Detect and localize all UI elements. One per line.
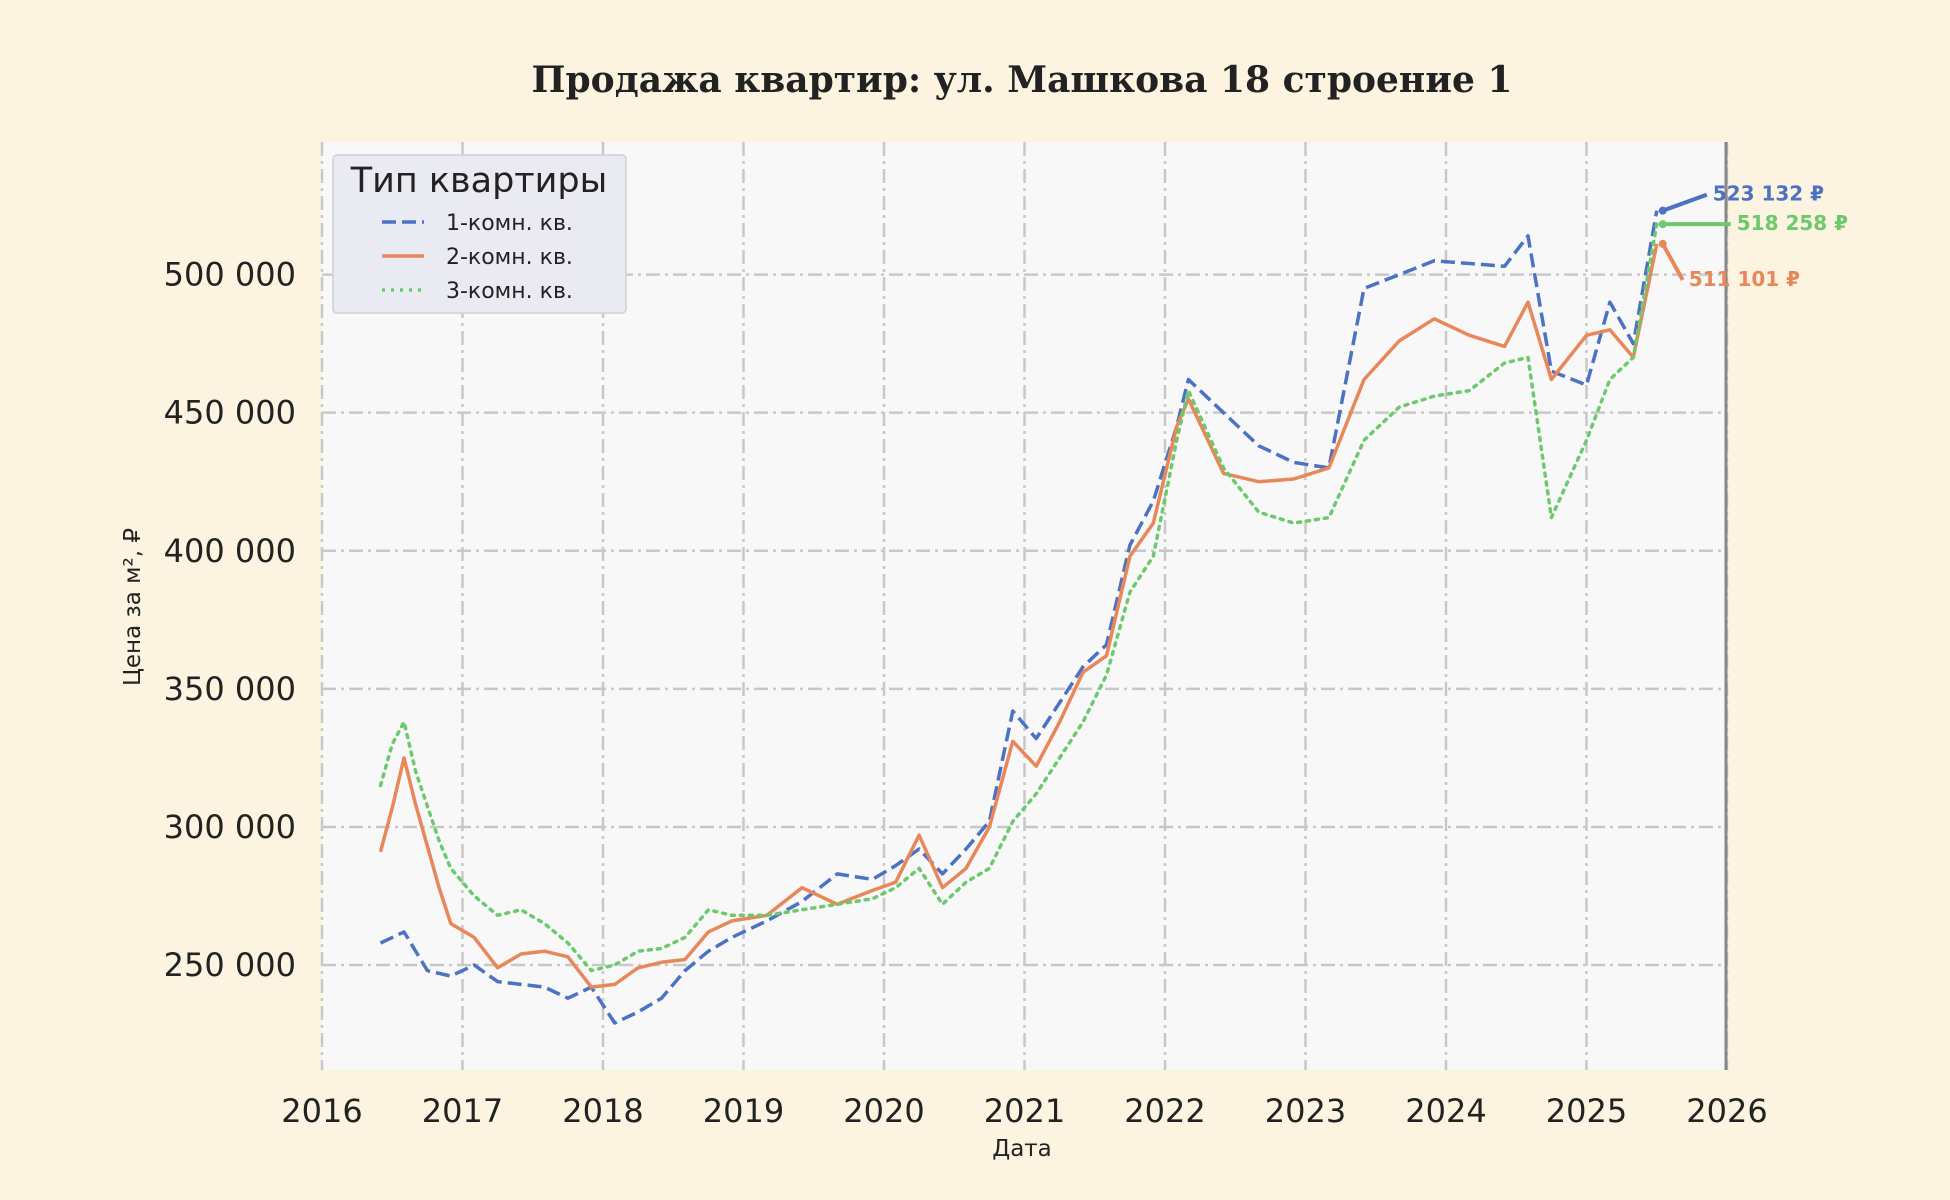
- series-line-2-room: [378, 243, 1659, 989]
- x-tick-label: 2023: [1265, 1092, 1346, 1130]
- x-tick-label: 2019: [703, 1092, 784, 1130]
- end-label-arrow: [1662, 192, 1708, 213]
- y-tick-labels: 250 000 300 000 350 000 400 000 450 000 500 0…: [164, 256, 296, 984]
- end-label-arrowhead: [1658, 220, 1667, 229]
- x-tick-label: 2017: [422, 1092, 503, 1130]
- y-tick-label: 300 000: [164, 808, 296, 846]
- y-tick-label: 500 000: [164, 256, 296, 294]
- x-tick-label: 2016: [281, 1092, 362, 1130]
- y-tick-label: 350 000: [164, 670, 296, 708]
- x-tick-label: 2020: [843, 1092, 924, 1130]
- end-label-arrowhead: [1658, 206, 1667, 215]
- x-tick-label: 2022: [1124, 1092, 1205, 1130]
- legend-label-3-room: 3-комн. кв.: [446, 279, 573, 304]
- end-value-label: 518 258 ₽: [1737, 211, 1848, 235]
- chart-title: Продажа квартир: ул. Машкова 18 строение…: [532, 59, 1513, 101]
- x-tick-label: 2024: [1405, 1092, 1486, 1130]
- y-tick-label: 450 000: [164, 394, 296, 432]
- end-value-label: 511 101 ₽: [1689, 267, 1800, 291]
- legend-box: [332, 154, 627, 314]
- x-tick-labels: 2016 2017 2018 2019 2020 2021 2022 2023 2024 2025…: [281, 1092, 1767, 1130]
- y-tick-label: 400 000: [164, 532, 296, 570]
- end-value-label: 523 132 ₽: [1713, 182, 1824, 206]
- end-value-labels: 523 132 ₽ 511 101 ₽ 518 258 ₽: [1658, 182, 1848, 291]
- legend-title: Тип квартиры: [350, 161, 608, 201]
- legend-label-1-room: 1-комн. кв.: [446, 211, 573, 236]
- legend: Тип квартиры 1-комн. кв. 2-комн. кв. 3-к…: [332, 154, 627, 314]
- x-tick-label: 2018: [562, 1092, 643, 1130]
- end-label-arrow: [1661, 242, 1685, 281]
- x-axis-label: Дата: [992, 1136, 1052, 1162]
- x-tick-label: 2026: [1686, 1092, 1767, 1130]
- y-tick-label: 250 000: [164, 946, 296, 984]
- series-line-3-room: [378, 222, 1659, 973]
- y-axis-label: Цена за м², ₽: [120, 528, 146, 686]
- legend-label-2-room: 2-комн. кв.: [446, 245, 573, 270]
- x-tick-label: 2025: [1546, 1092, 1627, 1130]
- x-tick-label: 2021: [984, 1092, 1065, 1130]
- series-line-1-room: [379, 210, 1659, 1025]
- series-lines: [378, 210, 1659, 1025]
- end-label-arrowhead: [1658, 239, 1667, 248]
